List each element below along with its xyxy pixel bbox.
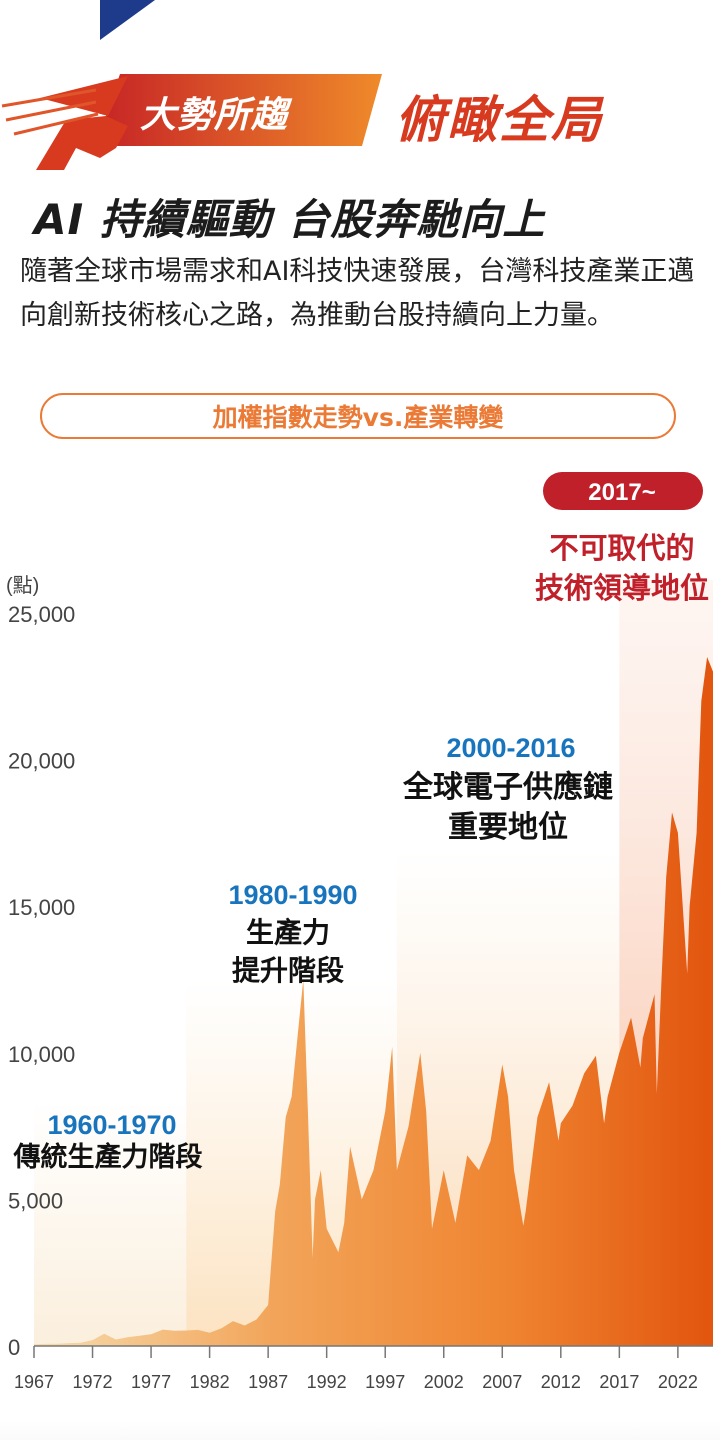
y-tick-label: 20,000: [8, 749, 75, 774]
banner-ribbon: [1, 74, 382, 170]
era-description-label: 重要地位: [448, 810, 568, 845]
era-band: [34, 1100, 187, 1346]
era-description-label: 技術領導地位: [535, 571, 709, 605]
era-years-label: 2017~: [588, 479, 655, 506]
intro-paragraph: 隨著全球市場需求和AI科技快速發展，台灣科技產業正邁向創新技術核心之路，為推動台…: [20, 256, 695, 331]
x-tick-label: 1992: [307, 1372, 347, 1392]
x-tick-label: 1987: [248, 1372, 288, 1392]
era-years-label: 1980-1990: [228, 880, 357, 910]
x-tick-label: 1982: [190, 1372, 230, 1392]
era-description-label: 傳統生產力階段: [13, 1141, 203, 1173]
era-year-badge: [543, 472, 703, 510]
y-axis-label: (點): [6, 574, 39, 597]
y-tick-label: 15,000: [8, 895, 75, 920]
era-description-label: 生產力: [246, 916, 330, 949]
headline: AI 持續驅動 台股奔馳向上: [34, 195, 546, 244]
x-tick-label: 2017: [599, 1372, 639, 1392]
y-tick-label: 0: [8, 1335, 20, 1360]
index-area-chart: 0 5,000 10,000 15,000 20,000 25,000 1967 1972 1…: [6, 472, 713, 1392]
x-tick-label: 1977: [131, 1372, 171, 1392]
y-tick-label: 25,000: [8, 602, 75, 627]
x-tick-label: 2002: [424, 1372, 464, 1392]
x-tick-label: 1967: [14, 1372, 54, 1392]
era-description-label: 不可取代的: [549, 531, 694, 565]
y-tick-label: 5,000: [8, 1188, 63, 1213]
era-years-label: 2000-2016: [446, 733, 575, 763]
x-tick-label: 1972: [73, 1372, 113, 1392]
x-tick-label: 1997: [365, 1372, 405, 1392]
banner-title: 俯瞰全局: [395, 91, 603, 149]
banner-label: 大勢所趨: [140, 95, 289, 136]
chart-title-pill: 加權指數走勢vs.產業轉變: [40, 393, 676, 439]
y-tick-label: 10,000: [8, 1042, 75, 1067]
series-area: [34, 657, 713, 1346]
x-tick-label: 2012: [541, 1372, 581, 1392]
era-description-label: 提升階段: [232, 954, 344, 987]
x-tick-label: 2007: [482, 1372, 522, 1392]
bottom-fade: [0, 1420, 720, 1440]
x-tick-label: 2022: [658, 1372, 698, 1392]
corner-triangle: [100, 0, 155, 40]
era-description-label: 全球電子供應鏈: [402, 770, 613, 805]
era-years-label: 1960-1970: [47, 1110, 176, 1140]
